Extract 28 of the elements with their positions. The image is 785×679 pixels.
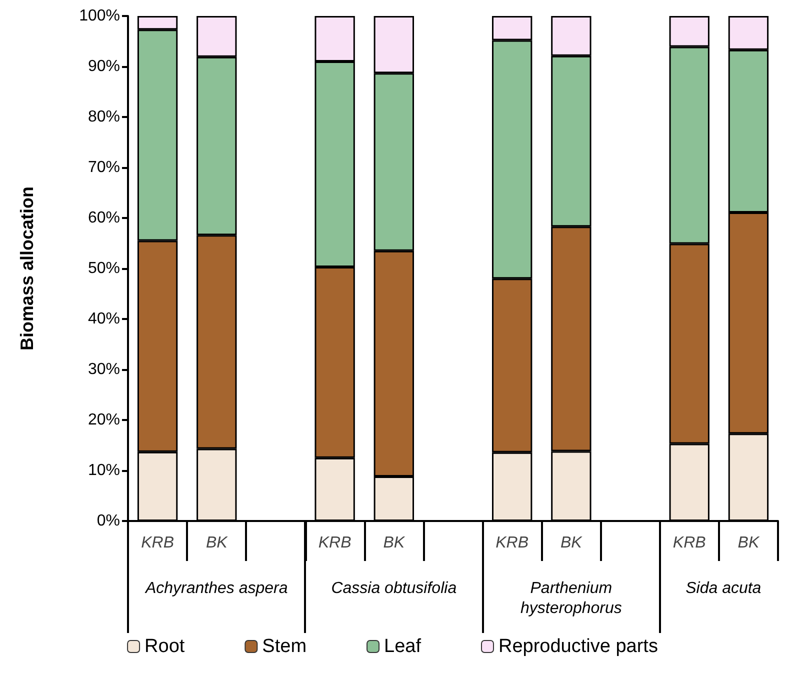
y-tick-label: 30% <box>88 361 120 378</box>
y-tick-label: 0% <box>96 512 120 530</box>
x-tick-label: BK <box>738 534 760 552</box>
x-tick-label: BK <box>206 534 229 552</box>
legend-label: Leaf <box>384 636 422 657</box>
legend-label: Reproductive parts <box>498 636 658 657</box>
x-tick-label: BK <box>560 534 584 552</box>
x-tick-label: BK <box>383 534 406 552</box>
text: Achyranthes aspera <box>144 579 289 599</box>
y-tick-label: 20% <box>88 412 120 428</box>
y-axis-title: Biomass allocation <box>17 186 37 351</box>
y-tick-label: 100% <box>79 8 120 24</box>
y-tick-label: 60% <box>88 210 120 226</box>
legend-label: Root <box>144 636 186 657</box>
y-tick-label: 80% <box>88 108 120 126</box>
y-tick-label: 10% <box>88 462 120 479</box>
x-tick-label: KRB <box>672 534 706 552</box>
y-tick-label: 50% <box>88 260 120 277</box>
text: Cassia obtusifolia <box>330 579 458 599</box>
x-tick-label: KRB <box>141 534 174 552</box>
text: Sida acuta <box>684 579 762 599</box>
text: Parthenium hysterophorus <box>519 579 623 619</box>
x-tick-label: KRB <box>496 534 529 552</box>
x-tick-label: KRB <box>318 534 352 552</box>
legend-label: Stem <box>262 636 307 657</box>
y-tick-label: 40% <box>88 310 120 328</box>
y-tick-label: 70% <box>88 159 120 176</box>
y-tick-label: 90% <box>88 58 120 75</box>
